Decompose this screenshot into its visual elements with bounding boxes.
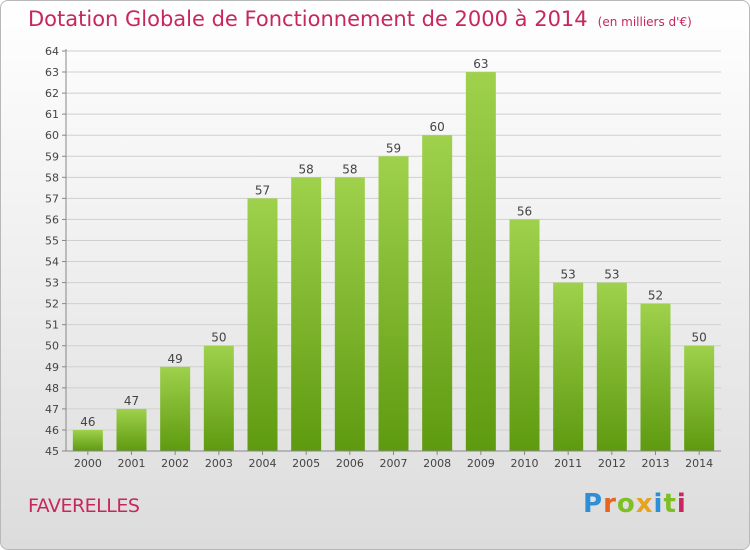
data-label: 52 [648, 289, 663, 303]
data-label: 46 [80, 415, 95, 429]
data-label: 53 [604, 268, 619, 282]
bar-2007 [378, 156, 409, 451]
bar-2011 [553, 282, 584, 451]
y-tick-label: 59 [45, 150, 59, 163]
bar-2002 [160, 366, 191, 451]
x-tick-label: 2011 [554, 457, 582, 470]
data-label: 50 [211, 331, 226, 345]
data-label: 60 [430, 120, 445, 134]
chart-unit-label: (en milliers d'€) [597, 15, 692, 29]
y-tick-label: 53 [45, 277, 59, 290]
y-tick-label: 60 [45, 129, 59, 142]
y-tick-label: 46 [45, 424, 59, 437]
logo-letter: P [583, 489, 604, 519]
data-labels: 46 47 49 50 57 58 58 59 60 63 56 53 53 52 50 [80, 57, 707, 429]
y-tick-label: 58 [45, 171, 59, 184]
bar-2012 [596, 282, 627, 451]
bar-2014 [684, 345, 715, 451]
logo-letter: t [663, 489, 677, 519]
x-tick-label: 2012 [598, 457, 626, 470]
x-tick-label: 2002 [161, 457, 189, 470]
y-tick-label: 62 [45, 87, 59, 100]
y-tick-label: 64 [45, 45, 59, 58]
x-tick-label: 2008 [423, 457, 451, 470]
logo-letter: i [676, 489, 687, 519]
x-tick-label: 2006 [336, 457, 364, 470]
y-tick-label: 50 [45, 340, 59, 353]
data-label: 49 [168, 352, 183, 366]
y-tick-label: 48 [45, 382, 59, 395]
bar-2004 [247, 198, 278, 451]
bar-2000 [72, 429, 103, 451]
data-label: 53 [561, 268, 576, 282]
y-tick-label: 47 [45, 403, 59, 416]
x-tick-label: 2007 [380, 457, 408, 470]
y-tick-label: 51 [45, 319, 59, 332]
data-label: 63 [473, 57, 488, 71]
bar-2001 [116, 408, 147, 451]
bar-2010 [509, 219, 540, 451]
y-tick-label: 63 [45, 66, 59, 79]
x-tick-label: 2010 [511, 457, 539, 470]
x-tick-label: 2013 [642, 457, 670, 470]
axes: 45 46 47 48 49 50 51 52 53 54 55 56 57 58 59 60 61 62 63 64… [45, 45, 721, 470]
y-tick-label: 55 [45, 234, 59, 247]
logo-letter: x [635, 489, 654, 519]
bar-2003 [203, 345, 234, 451]
bar-2009 [465, 72, 496, 451]
chart-title: Dotation Globale de Fonctionnement de 20… [28, 7, 692, 31]
bar-2013 [640, 303, 671, 451]
data-label: 59 [386, 141, 401, 155]
y-tick-label: 57 [45, 192, 59, 205]
x-tick-label: 2004 [249, 457, 277, 470]
x-tick-label: 2009 [467, 457, 495, 470]
commune-name: FAVERELLES [28, 495, 140, 517]
y-tick-label: 52 [45, 298, 59, 311]
data-label: 56 [517, 204, 532, 218]
logo-letter: r [603, 489, 617, 519]
x-tick-label: 2003 [205, 457, 233, 470]
x-tick-label: 2005 [292, 457, 320, 470]
data-label: 57 [255, 183, 270, 197]
x-tick-label: 2001 [118, 457, 146, 470]
y-tick-label: 61 [45, 108, 59, 121]
bars [72, 72, 715, 452]
y-tick-label: 56 [45, 213, 59, 226]
x-tick-label: 2000 [74, 457, 102, 470]
y-tick-label: 49 [45, 361, 59, 374]
data-label: 58 [342, 162, 357, 176]
logo-letter: i [653, 489, 664, 519]
y-tick-label: 54 [45, 256, 59, 269]
bar-2006 [334, 177, 365, 451]
chart-title-text: Dotation Globale de Fonctionnement de 20… [28, 7, 588, 31]
logo-letter: o [616, 489, 636, 519]
proxiti-logo[interactable]: Proxiti [583, 489, 687, 519]
bar-2008 [422, 135, 453, 452]
x-tick-label: 2014 [685, 457, 713, 470]
y-tick-label: 45 [45, 445, 59, 458]
data-label: 50 [692, 331, 707, 345]
data-label: 58 [299, 162, 314, 176]
data-label: 47 [124, 394, 139, 408]
bar-2005 [291, 177, 322, 451]
